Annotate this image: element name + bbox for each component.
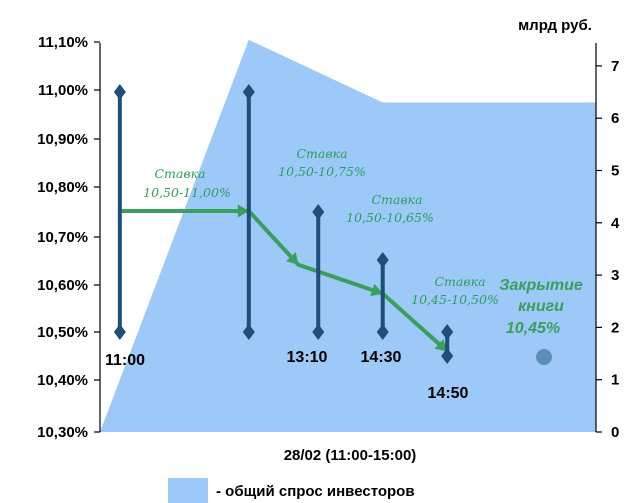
demand-area-layer [100,39,596,433]
left-tick-label: 10,50% [37,324,88,341]
time-label: 14:50 [428,385,469,402]
guidance-arrowhead [286,252,299,265]
left-tick-label: 11,00% [38,82,88,99]
range-low-marker [376,324,389,340]
left-tick-label: 10,90% [37,131,88,148]
demand-area [100,39,596,433]
left-tick-label: 10,80% [37,179,88,196]
range-bars-layer [113,84,454,364]
guidance-arrowhead [370,283,383,297]
guidance-arrowhead [237,204,249,218]
time-label: 14:30 [361,349,402,366]
left-axis-ticks: 10,30% 10,40% 10,50% 10,60% 10,70% 10,80% 10,9… [37,34,100,441]
rate-annotation-title: Ставка [371,192,422,207]
range-high-marker [376,252,389,268]
rate-annotation-range: 10,50-10,75% [278,164,366,179]
left-tick-label: 10,70% [37,229,88,246]
right-tick-label: 5 [611,163,619,180]
legend-label: - общий спрос инвесторов [216,483,415,500]
legend-swatch [168,478,208,503]
x-axis-label: 28/02 (11:00-15:00) [284,447,417,464]
right-tick-label: 1 [611,372,619,389]
left-tick-label: 10,60% [37,277,88,294]
range-high-marker [113,84,126,100]
right-tick-label: 3 [611,267,619,284]
rate-annotation-range: 10,50-10,65% [346,210,434,225]
range-low-marker [312,324,325,340]
right-tick-label: 4 [611,215,620,232]
guidance-arrowhead [434,338,448,352]
left-tick-label: 11,10% [38,34,88,51]
rate-annotation-title: Ставка [154,166,205,181]
right-tick-label: 6 [611,110,619,127]
time-label: 13:10 [287,349,328,366]
range-high-marker [441,324,454,340]
closing-rate-marker [536,349,552,365]
guidance-arrow-layer [119,204,449,353]
right-axis-unit-label: млрд руб. [518,17,592,34]
closing-annotation: Закрытие [499,277,583,294]
range-high-marker [312,204,325,220]
range-low-marker [441,348,454,364]
rate-annotation-range: 10,50-11,00% [143,185,231,200]
left-tick-label: 10,30% [37,424,88,441]
rate-annotation-range: 10,45-10,50% [411,292,499,307]
annotation-layer: 11:00 13:10 14:30 14:50 Ставка 10,50-11,00% Ст… [105,146,583,402]
range-low-marker [113,324,126,340]
right-tick-label: 7 [611,58,619,75]
right-tick-label: 2 [611,319,619,336]
range-high-marker [242,84,255,100]
closing-annotation: книги [518,298,564,315]
closing-annotation: 10,45% [506,320,560,337]
rate-annotation-title: Ставка [434,274,485,289]
time-label: 11:00 [105,352,145,369]
rate-annotation-title: Ставка [296,146,347,161]
range-low-marker [242,324,255,340]
right-axis-ticks: 0 1 2 3 4 5 6 7 [596,58,620,441]
right-tick-label: 0 [611,424,619,441]
left-tick-label: 10,40% [37,372,88,389]
